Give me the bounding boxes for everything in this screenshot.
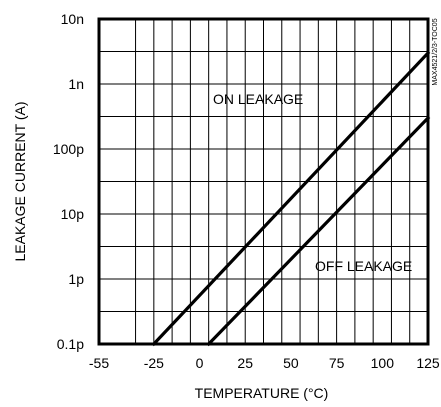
part-number-watermark: MAX4521/2/3-TOC05 — [432, 18, 439, 85]
y-tick-label: 10n — [61, 11, 84, 27]
x-tick-label: 25 — [237, 355, 253, 371]
x-tick-label: -55 — [89, 355, 109, 371]
x-tick-label: -25 — [144, 355, 164, 371]
on-leakage-line — [151, 50, 431, 347]
x-axis-title: TEMPERATURE (°C) — [195, 385, 329, 401]
on-leakage-label: ON LEAKAGE — [213, 91, 303, 107]
y-tick-label: 100p — [53, 141, 84, 157]
y-tick-label: 1n — [68, 76, 84, 92]
x-tick-label: 0 — [196, 355, 204, 371]
grid — [99, 18, 428, 345]
x-tick-label: 50 — [283, 355, 299, 371]
plot-frame — [97, 17, 430, 346]
x-tick-labels: -55 -25 0 25 50 75 100 125 — [89, 355, 440, 371]
x-tick-label: 75 — [329, 355, 345, 371]
y-tick-label: 0.1p — [57, 336, 84, 352]
y-tick-label: 1p — [68, 271, 84, 287]
off-leakage-line — [206, 115, 431, 347]
off-leakage-label: OFF LEAKAGE — [315, 258, 412, 274]
series-lines — [151, 50, 431, 347]
x-tick-label: 125 — [416, 355, 440, 371]
y-tick-label: 10p — [61, 206, 85, 222]
x-tick-label: 100 — [371, 355, 395, 371]
y-tick-labels: 0.1p 1p 10p 100p 1n 10n — [53, 11, 84, 352]
y-axis-title: LEAKAGE CURRENT (A) — [12, 102, 28, 262]
